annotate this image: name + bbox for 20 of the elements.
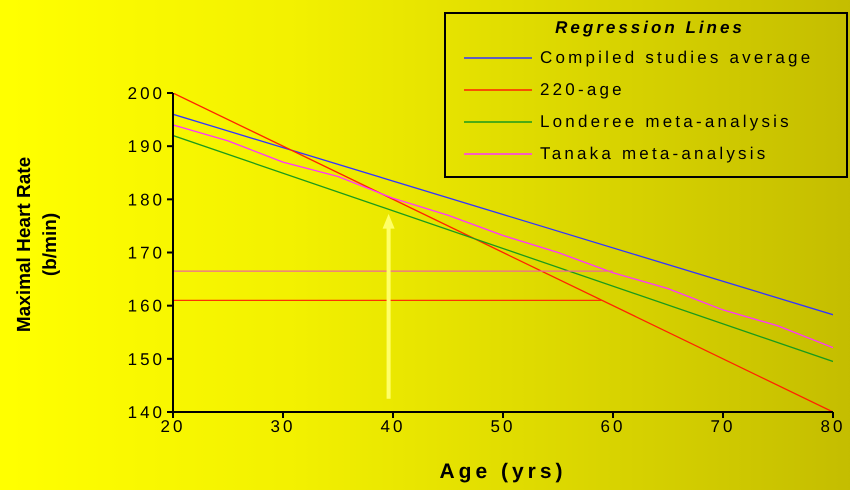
x-tick-label: 60 xyxy=(600,417,626,436)
legend-title: Regression Lines xyxy=(554,18,746,38)
x-tick-label: 80 xyxy=(820,417,846,436)
x-tick-label: 40 xyxy=(380,417,406,436)
y-tick-label: 170 xyxy=(128,244,165,263)
x-tick-label: 50 xyxy=(490,417,516,436)
y-tick-label: 200 xyxy=(128,84,165,104)
y-tick-label: 180 xyxy=(128,190,165,210)
legend-label: Tanaka meta-analysis xyxy=(540,144,768,164)
x-axis-title: Age (yrs) xyxy=(439,460,567,483)
legend-label: Londeree meta-analysis xyxy=(540,112,792,132)
y-tick-label: 160 xyxy=(128,296,165,316)
x-tick-label: 20 xyxy=(160,417,186,436)
y-axis-title: Maximal Heart Rate (b/min) xyxy=(14,156,61,332)
y-tick-label: 190 xyxy=(128,137,165,156)
x-tick-label: 30 xyxy=(270,417,296,436)
y-tick-label: 150 xyxy=(128,350,165,369)
legend-label: Compiled studies average xyxy=(540,48,814,68)
legend-label: 220-age xyxy=(540,80,625,100)
x-tick-label: 70 xyxy=(710,417,736,436)
